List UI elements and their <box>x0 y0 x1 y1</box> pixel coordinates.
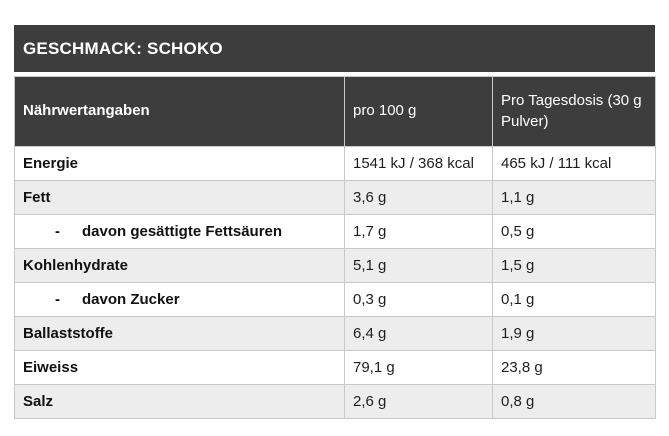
table-header-row: Nährwertangaben pro 100 g Pro Tagesdosis… <box>14 76 656 147</box>
row-value-per-100g: 2,6 g <box>344 384 493 419</box>
row-value-per-100g: 1,7 g <box>344 214 493 249</box>
nutrition-table: Nährwertangaben pro 100 g Pro Tagesdosis… <box>14 76 656 419</box>
row-label: davon Zucker <box>82 291 180 308</box>
row-value-per-100g: 3,6 g <box>344 180 493 215</box>
row-value-per-dose: 0,8 g <box>492 384 656 419</box>
row-value-per-dose: 465 kJ / 111 kcal <box>492 146 656 181</box>
table-row-gesaettigte-fettsaeuren: - davon gesättigte Fettsäuren 1,7 g 0,5 g <box>14 214 656 249</box>
row-value-per-dose: 23,8 g <box>492 350 656 385</box>
row-value-per-100g: 79,1 g <box>344 350 493 385</box>
table-row-fett: Fett 3,6 g 1,1 g <box>14 180 656 215</box>
row-label: Salz <box>14 384 345 419</box>
header-per-100g-column: pro 100 g <box>344 76 493 147</box>
row-value-per-dose: 1,9 g <box>492 316 656 351</box>
row-label-indented: - davon gesättigte Fettsäuren <box>14 214 345 249</box>
table-row-energie: Energie 1541 kJ / 368 kcal 465 kJ / 111 … <box>14 146 656 181</box>
indent-dash: - <box>55 223 60 240</box>
row-value-per-100g: 1541 kJ / 368 kcal <box>344 146 493 181</box>
table-row-eiweiss: Eiweiss 79,1 g 23,8 g <box>14 350 656 385</box>
table-row-ballaststoffe: Ballaststoffe 6,4 g 1,9 g <box>14 316 656 351</box>
flavor-header: GESCHMACK: SCHOKO <box>14 25 655 72</box>
indent-dash: - <box>55 291 60 308</box>
row-value-per-dose: 0,5 g <box>492 214 656 249</box>
row-value-per-100g: 6,4 g <box>344 316 493 351</box>
table-row-salz: Salz 2,6 g 0,8 g <box>14 384 656 419</box>
row-value-per-100g: 5,1 g <box>344 248 493 283</box>
row-value-per-dose: 1,5 g <box>492 248 656 283</box>
row-label-indented: - davon Zucker <box>14 282 345 317</box>
row-label: Ballaststoffe <box>14 316 345 351</box>
row-label: davon gesättigte Fettsäuren <box>82 223 283 240</box>
nutrition-panel: GESCHMACK: SCHOKO Nährwertangaben pro 10… <box>14 25 656 419</box>
table-row-kohlenhydrate: Kohlenhydrate 5,1 g 1,5 g <box>14 248 656 283</box>
header-per-dose-column: Pro Tagesdosis (30 g Pulver) <box>492 76 656 147</box>
table-row-zucker: - davon Zucker 0,3 g 0,1 g <box>14 282 656 317</box>
row-value-per-100g: 0,3 g <box>344 282 493 317</box>
row-label: Energie <box>14 146 345 181</box>
row-label: Eiweiss <box>14 350 345 385</box>
row-value-per-dose: 1,1 g <box>492 180 656 215</box>
row-label: Fett <box>14 180 345 215</box>
row-label: Kohlenhydrate <box>14 248 345 283</box>
header-nutrient-column: Nährwertangaben <box>14 76 345 147</box>
row-value-per-dose: 0,1 g <box>492 282 656 317</box>
